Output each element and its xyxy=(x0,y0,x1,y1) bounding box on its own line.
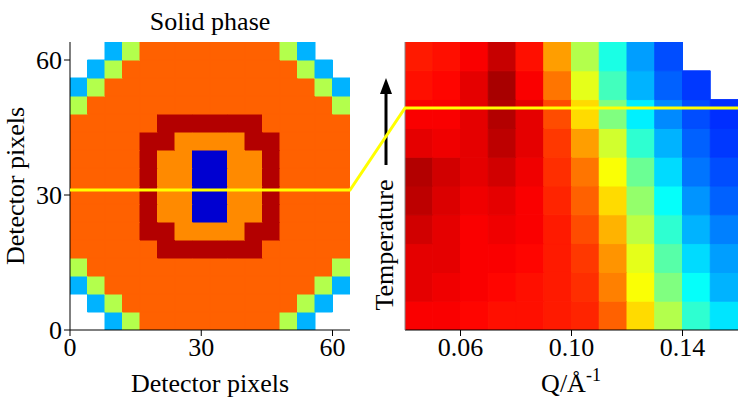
svg-text:0.10: 0.10 xyxy=(549,333,595,362)
svg-text:0: 0 xyxy=(49,316,62,345)
svg-text:0.06: 0.06 xyxy=(438,333,484,362)
svg-text:0: 0 xyxy=(64,333,77,362)
svg-text:Temperature: Temperature xyxy=(370,180,399,311)
svg-text:0.14: 0.14 xyxy=(660,333,706,362)
svg-text:Detector pixels: Detector pixels xyxy=(131,369,289,398)
svg-text:Q/Å-1: Q/Å-1 xyxy=(541,365,601,398)
svg-text:30: 30 xyxy=(36,181,62,210)
svg-text:Solid phase: Solid phase xyxy=(150,7,271,36)
svg-text:60: 60 xyxy=(320,333,346,362)
svg-text:Detector pixels: Detector pixels xyxy=(1,107,30,265)
svg-text:60: 60 xyxy=(36,46,62,75)
svg-text:30: 30 xyxy=(188,333,214,362)
